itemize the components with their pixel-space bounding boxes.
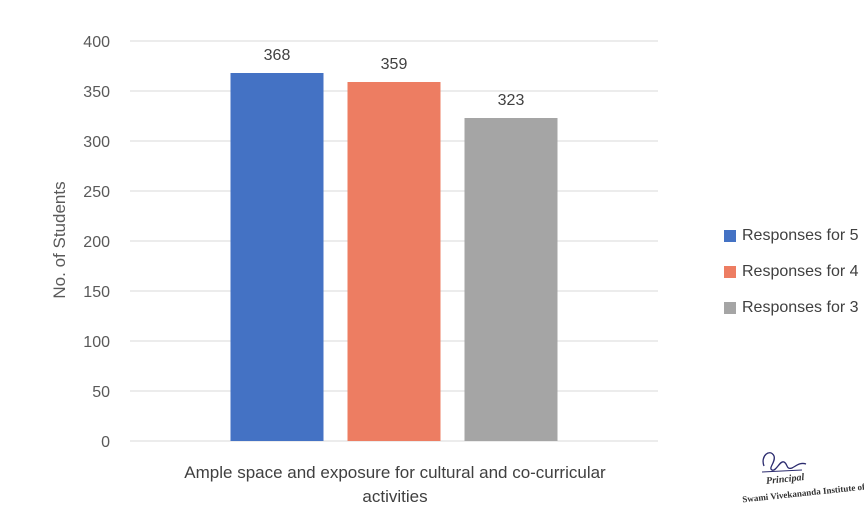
legend-label: Responses for 4 bbox=[742, 263, 859, 280]
y-tick-label: 350 bbox=[83, 84, 110, 101]
legend-item-responses-3: Responses for 3 bbox=[724, 296, 864, 320]
y-axis-ticks: 0 50 100 150 200 250 300 350 400 bbox=[83, 34, 110, 451]
y-tick-label: 0 bbox=[101, 434, 110, 451]
legend-swatch-icon bbox=[724, 230, 736, 242]
y-tick-label: 150 bbox=[83, 284, 110, 301]
data-label: 323 bbox=[498, 92, 525, 109]
y-tick-label: 100 bbox=[83, 334, 110, 351]
principal-signature-stamp: Principal Swami Vivekananda Institute of bbox=[738, 444, 864, 523]
y-tick-label: 250 bbox=[83, 184, 110, 201]
x-category-label: Ample space and exposure for cultural an… bbox=[184, 463, 606, 506]
data-label: 368 bbox=[264, 47, 291, 64]
bar-responses-for-4 bbox=[347, 82, 441, 441]
data-label: 359 bbox=[381, 56, 408, 73]
signature-org: Swami Vivekananda Institute of bbox=[741, 481, 864, 505]
bars bbox=[230, 73, 558, 441]
y-tick-label: 400 bbox=[83, 34, 110, 51]
y-tick-label: 300 bbox=[83, 134, 110, 151]
legend-item-responses-4: Responses for 4 bbox=[724, 260, 864, 284]
bar-responses-for-5 bbox=[230, 73, 324, 441]
legend-swatch-icon bbox=[724, 302, 736, 314]
y-axis-title: No. of Students bbox=[50, 181, 69, 298]
legend: Responses for 5 Responses for 4 Response… bbox=[724, 224, 864, 332]
bar-responses-for-3 bbox=[464, 118, 558, 441]
data-labels: 368 359 323 bbox=[264, 47, 525, 109]
legend-item-responses-5: Responses for 5 bbox=[724, 224, 864, 248]
legend-swatch-icon bbox=[724, 266, 736, 278]
signature-scribble-icon bbox=[761, 452, 807, 473]
legend-label: Responses for 5 bbox=[742, 227, 859, 244]
y-tick-label: 200 bbox=[83, 234, 110, 251]
y-tick-label: 50 bbox=[92, 384, 110, 401]
legend-label: Responses for 3 bbox=[742, 299, 859, 316]
